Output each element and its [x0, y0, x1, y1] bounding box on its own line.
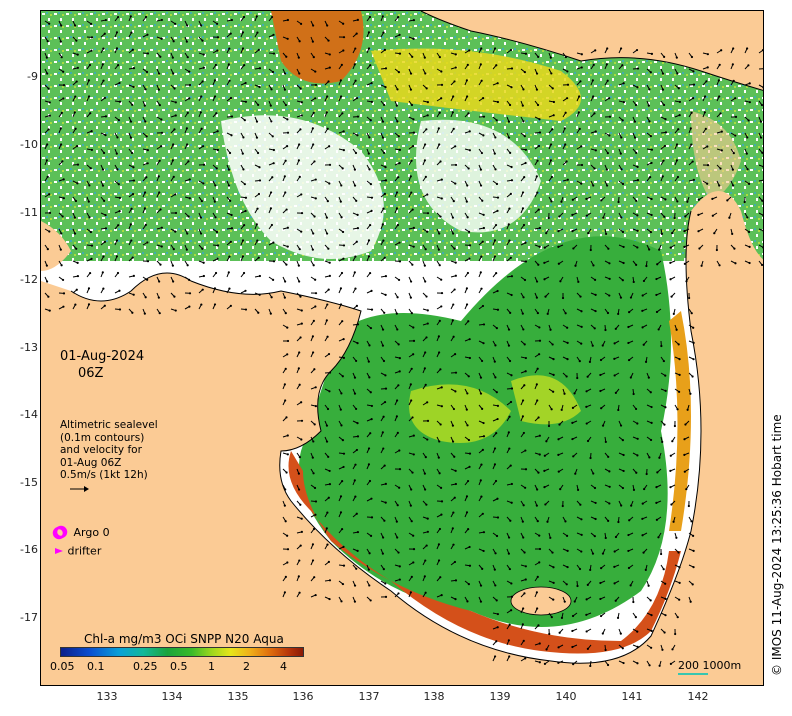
cloud-patch: [416, 119, 541, 233]
x-tick-label: 138: [423, 690, 445, 703]
y-tick-label: -12: [20, 273, 38, 286]
y-tick-label: -9: [27, 70, 38, 83]
date-label: 01-Aug-2024 06Z: [60, 348, 144, 382]
colorbar: [60, 647, 304, 657]
island: [510, 586, 572, 616]
cloud-patch: [221, 115, 384, 260]
y-tick-label: -13: [20, 341, 38, 354]
colorbar-tick-label: 2: [243, 660, 250, 673]
velocity-legend: Altimetric sealevel (0.1m contours) and …: [60, 419, 158, 496]
colorbar-tick-label: 0.25: [133, 660, 158, 673]
depth-scale-line: [678, 673, 708, 675]
colorbar-tick-label: 4: [280, 660, 287, 673]
argo-label: Argo 0: [73, 525, 110, 539]
argo-circle-icon: [54, 525, 68, 539]
legend-line: Altimetric sealevel: [60, 419, 158, 431]
x-tick-label: 137: [358, 690, 380, 703]
northwest-highchl: [271, 11, 364, 84]
drifter-legend: drifter: [54, 544, 101, 558]
depth-scale-label: 200 1000m: [678, 659, 742, 672]
drifter-label: drifter: [67, 544, 102, 558]
north-yellow: [371, 48, 581, 121]
date-time: 06Z: [78, 366, 104, 381]
x-tick-label: 142: [687, 690, 709, 703]
land-northeast: [421, 11, 763, 91]
y-tick-label: -15: [20, 476, 38, 489]
date-day: 01-Aug-2024: [60, 349, 145, 364]
colorbar-tick-label: 1: [208, 660, 215, 673]
colorbar-tick-label: 0.5: [170, 660, 188, 673]
y-tick-label: -11: [20, 206, 38, 219]
copyright-text: © IMOS 11-Aug-2024 13:25:36 Hobart time: [770, 414, 784, 676]
legend-line: 01-Aug 06Z: [60, 456, 122, 469]
gulf-yellow-patch: [409, 384, 511, 443]
y-tick-label: -17: [20, 611, 38, 624]
x-tick-label: 133: [96, 690, 118, 703]
drifter-triangle-icon: [55, 548, 63, 554]
legend-line: 0.5m/s (1kt 12h): [60, 469, 148, 481]
coastal-band: [288, 451, 681, 654]
velocity-scale-arrow-icon: [70, 485, 89, 492]
gulf-yellow-patch: [511, 375, 581, 425]
land-western: [41, 191, 763, 685]
chlorophyll-map[interactable]: [41, 11, 764, 686]
coastline: [420, 11, 763, 91]
coastal-band: [669, 311, 691, 531]
legend-line: and velocity for: [60, 444, 142, 456]
colorbar-title: Chl-a mg/m3 OCi SNPP N20 Aqua: [84, 632, 284, 646]
legend-line: (0.1m contours): [60, 431, 145, 444]
x-tick-label: 134: [161, 690, 183, 703]
land-cape-york: [691, 111, 741, 201]
y-tick-label: -16: [20, 543, 38, 556]
colorbar-tick-label: 0.1: [87, 660, 105, 673]
colorbar-tick-label: 0.05: [50, 660, 75, 673]
x-tick-label: 140: [555, 690, 577, 703]
land-western-tip: [41, 221, 71, 271]
map-frame: [40, 10, 764, 686]
x-tick-label: 135: [227, 690, 249, 703]
coastline: [70, 210, 702, 664]
velocity-arrows: [44, 15, 763, 668]
argo-legend: Argo 0: [54, 525, 110, 539]
x-tick-label: 141: [621, 690, 643, 703]
y-tick-label: -14: [20, 408, 38, 421]
y-tick-label: -10: [20, 138, 38, 151]
x-tick-label: 139: [489, 690, 511, 703]
x-tick-label: 136: [292, 690, 314, 703]
